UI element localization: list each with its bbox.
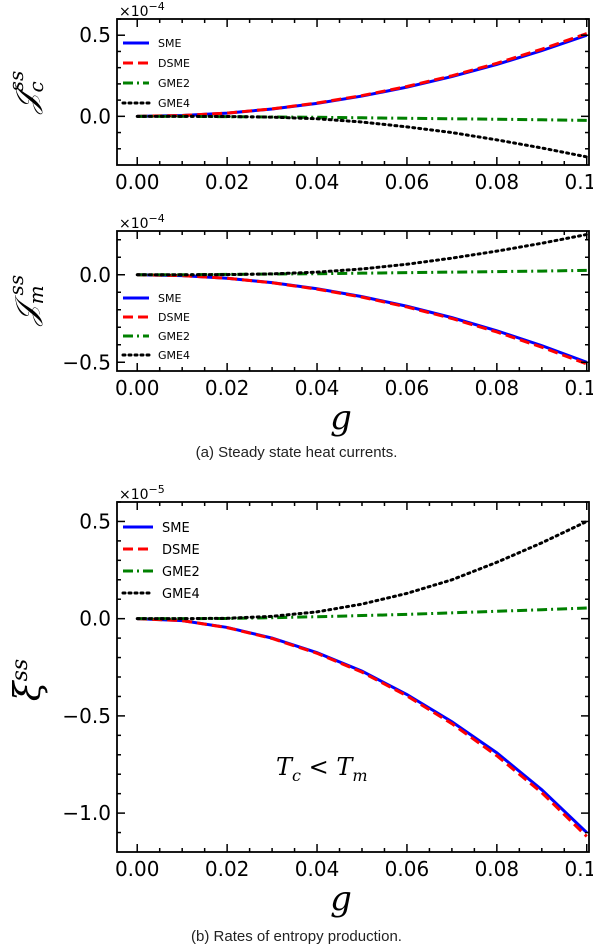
x-tick-label: 0.04: [295, 170, 340, 194]
y-tick-label: 0.5: [79, 509, 111, 533]
x-tick-label: 0.10: [564, 376, 593, 400]
annotation: Tc < Tm: [276, 753, 368, 785]
series-line-sme: [137, 273, 588, 364]
chart-2: 0.00 0.02 0.04 0.06 0.08 0.10 −0.5 0.0 ×10−4 𝒥mss…: [4, 212, 593, 438]
x-axis-label: g: [330, 398, 352, 438]
axes-frame: [116, 18, 590, 166]
x-tick-label: 0.10: [564, 170, 593, 194]
legend: SME DSME GME2 GME4: [121, 521, 200, 602]
x-tick-label: 0.00: [115, 857, 160, 881]
series-line-gme4: [135, 233, 589, 277]
caption-b: (b) Rates of entropy production.: [191, 928, 402, 945]
legend-label-gme2: GME2: [162, 565, 200, 580]
legend-label-dsme: DSME: [158, 311, 190, 324]
chart-3: 0.00 0.02 0.04 0.06 0.08 0.10 −1.0 −0.5 0.0 0.5 ×1…: [8, 483, 593, 919]
x-tick-label: 0.04: [295, 857, 340, 881]
x-tick-label: 0.08: [475, 376, 520, 400]
legend-label-gme2: GME2: [158, 77, 190, 90]
legend-label-sme: SME: [158, 292, 181, 305]
legend-label-gme4: GME4: [158, 97, 190, 110]
x-tick-label: 0.06: [385, 857, 430, 881]
y-axis-label: ξss: [8, 659, 49, 701]
legend-label-sme: SME: [158, 37, 181, 50]
legend-label-gme2: GME2: [158, 330, 190, 343]
x-tick-label: 0.04: [295, 376, 340, 400]
series-line-dsme: [137, 273, 588, 366]
x-tick-label: 0.10: [564, 857, 593, 881]
series-line-dsme: [137, 32, 588, 118]
x-tick-label: 0.06: [385, 170, 430, 194]
x-tick-label: 0.02: [205, 376, 250, 400]
legend-label-gme4: GME4: [162, 587, 200, 602]
y-tick-label: −0.5: [62, 704, 111, 728]
y-scale-multiplier: ×10−4: [119, 0, 165, 20]
y-tick-label: 0.0: [79, 104, 111, 128]
series-line-gme4: [135, 519, 589, 621]
y-axis-label: 𝒥css: [4, 71, 48, 115]
y-tick-label: 0.0: [79, 263, 111, 287]
x-tick-label: 0.00: [115, 170, 160, 194]
x-tick-label: 0.08: [475, 170, 520, 194]
legend: SME DSME GME2 GME4: [121, 292, 190, 362]
x-axis-label: g: [330, 879, 352, 919]
y-axis-label: 𝒥mss: [4, 275, 48, 327]
legend: SME DSME GME2 GME4: [121, 37, 190, 110]
axes-frame: [116, 230, 590, 372]
series-line-dsme: [137, 617, 588, 838]
legend-label-gme4: GME4: [158, 349, 190, 362]
y-scale-multiplier: ×10−5: [119, 483, 165, 503]
legend-label-dsme: DSME: [162, 543, 200, 558]
x-tick-label: 0.08: [475, 857, 520, 881]
x-tick-label: 0.02: [205, 857, 250, 881]
y-scale-multiplier: ×10−4: [119, 212, 165, 232]
y-tick-label: 0.0: [79, 607, 111, 631]
legend-label-dsme: DSME: [158, 57, 190, 70]
x-tick-label: 0.00: [115, 376, 160, 400]
caption-a: (a) Steady state heat currents.: [195, 444, 398, 461]
y-tick-label: 0.5: [79, 23, 111, 47]
y-tick-label: −0.5: [62, 350, 111, 374]
y-tick-label: −1.0: [62, 801, 111, 825]
series-line-gme4: [135, 114, 589, 159]
legend-label-sme: SME: [162, 521, 190, 536]
x-tick-label: 0.02: [205, 170, 250, 194]
chart-1: 0.00 0.02 0.04 0.06 0.08 0.10 0.0 0.5 ×10−4 𝒥css S…: [4, 0, 593, 194]
series-line-sme: [137, 617, 588, 834]
series-line-sme: [137, 33, 588, 118]
x-tick-label: 0.06: [385, 376, 430, 400]
